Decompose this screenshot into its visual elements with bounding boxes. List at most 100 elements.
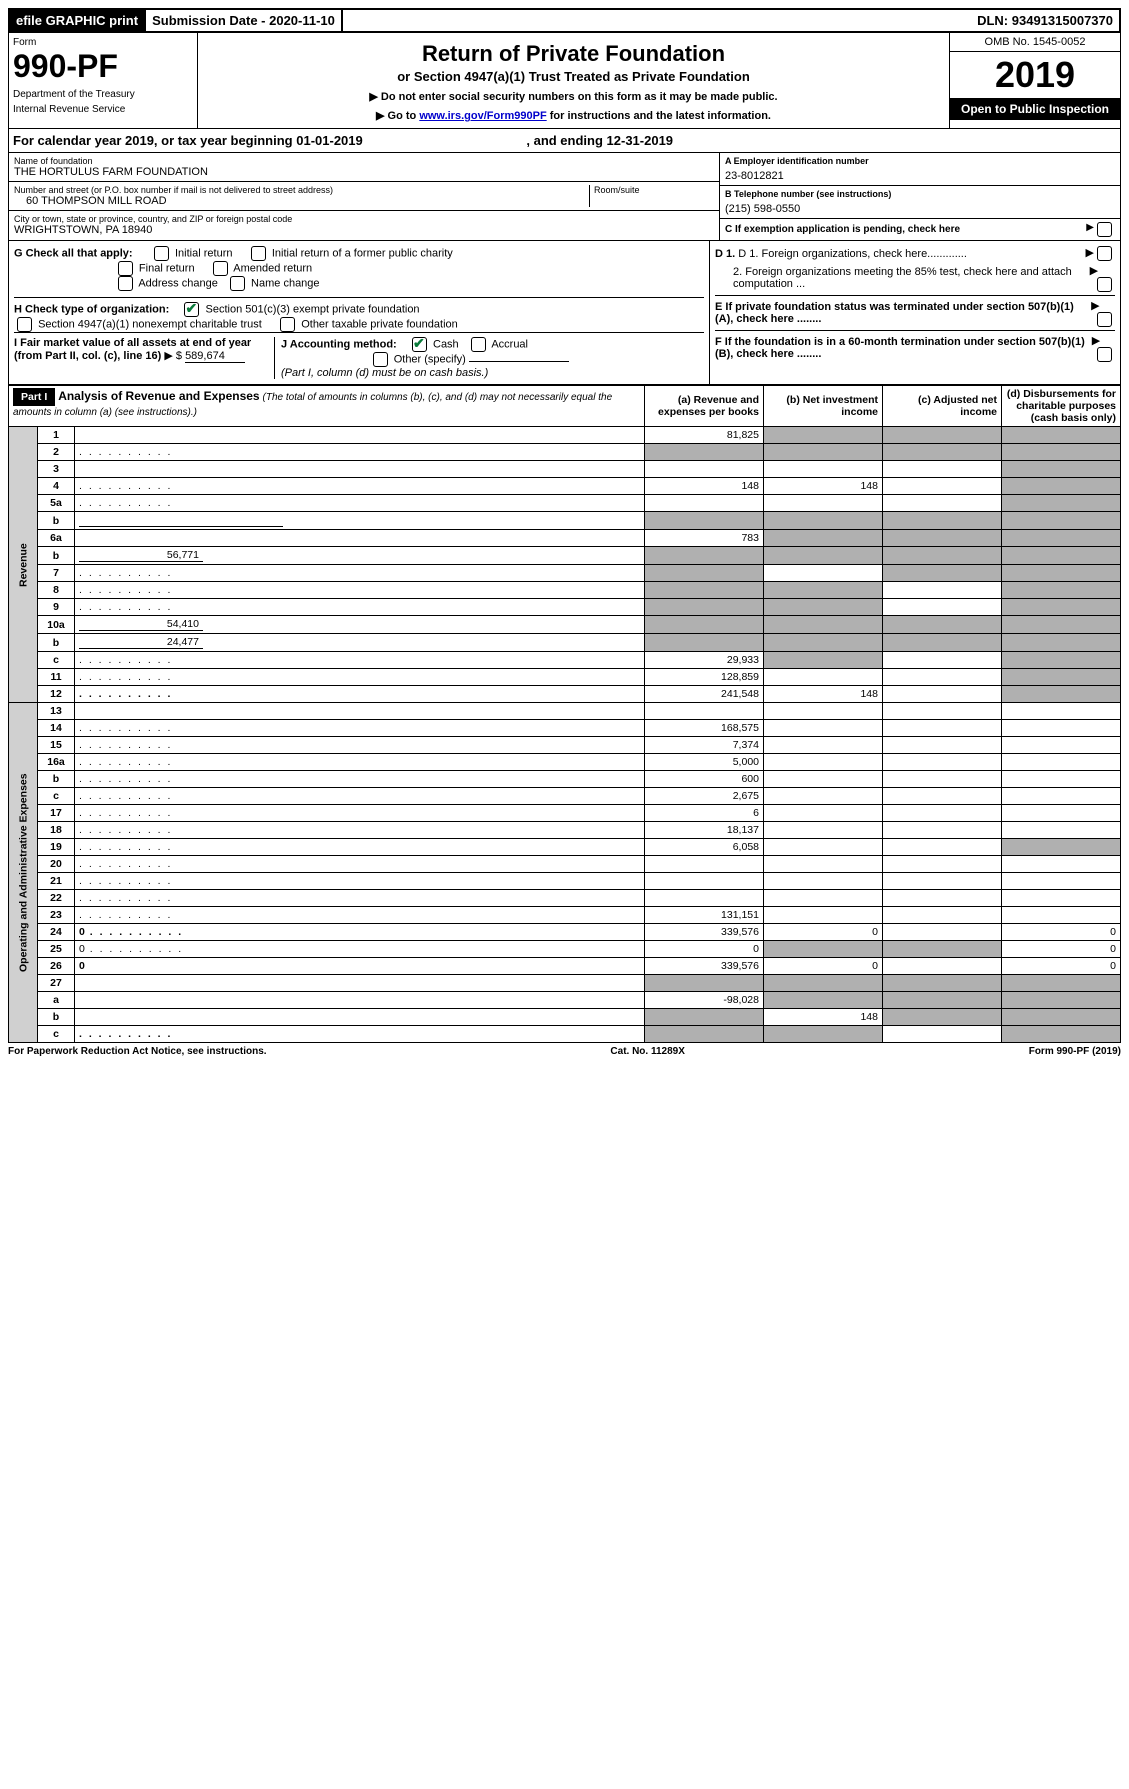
address-label: Number and street (or P.O. box number if…: [14, 185, 589, 195]
fmv-value: 589,674: [185, 350, 245, 363]
form-code-footer: Form 990-PF (2019): [1029, 1046, 1121, 1057]
amount-cell: [883, 565, 1002, 582]
line-number: 4: [38, 478, 75, 495]
line-description: [75, 754, 645, 771]
amount-cell: [764, 856, 883, 873]
amount-cell: 0: [1002, 924, 1121, 941]
amount-cell: [1002, 686, 1121, 703]
amount-cell: [1002, 1026, 1121, 1043]
line-number: b: [38, 1009, 75, 1026]
line-number: c: [38, 652, 75, 669]
amount-cell: [645, 565, 764, 582]
amount-cell: 241,548: [645, 686, 764, 703]
amount-cell: [1002, 754, 1121, 771]
amount-cell: [645, 599, 764, 616]
line-description: 0: [75, 958, 645, 975]
form-label: Form: [13, 37, 193, 48]
amount-cell: [764, 805, 883, 822]
form-number: 990-PF: [13, 48, 193, 85]
col-c-header: (c) Adjusted net income: [883, 386, 1002, 427]
checkbox-final-return[interactable]: [118, 261, 133, 276]
table-row: 9: [9, 599, 1121, 616]
table-row: b 24,477: [9, 634, 1121, 652]
goto-note: ▶ Go to www.irs.gov/Form990PF for instru…: [204, 109, 943, 122]
line-number: 12: [38, 686, 75, 703]
amount-cell: 168,575: [645, 720, 764, 737]
top-bar: efile GRAPHIC print Submission Date - 20…: [8, 8, 1121, 33]
amount-cell: 0: [764, 958, 883, 975]
amount-cell: [1002, 565, 1121, 582]
line-description: [75, 1009, 645, 1026]
line-description: [75, 495, 645, 512]
amount-cell: [764, 788, 883, 805]
line-number: 2: [38, 444, 75, 461]
dln: DLN: 93491315007370: [971, 10, 1119, 31]
line-description: [75, 822, 645, 839]
table-row: 27: [9, 975, 1121, 992]
line-description: [75, 839, 645, 856]
checkbox-address-change[interactable]: [118, 276, 133, 291]
line-number: 3: [38, 461, 75, 478]
amount-cell: 29,933: [645, 652, 764, 669]
amount-cell: [883, 530, 1002, 547]
city-value: WRIGHTSTOWN, PA 18940: [14, 224, 714, 236]
amount-cell: [1002, 975, 1121, 992]
table-row: Operating and Administrative Expenses13: [9, 703, 1121, 720]
amount-cell: 0: [764, 924, 883, 941]
name-label: Name of foundation: [14, 156, 714, 166]
part1-title: Analysis of Revenue and Expenses: [58, 389, 259, 403]
amount-cell: [1002, 427, 1121, 444]
part1-table: Part I Analysis of Revenue and Expenses …: [8, 385, 1121, 1043]
line-description: [75, 686, 645, 703]
amount-cell: [764, 495, 883, 512]
line-description: [75, 599, 645, 616]
checkbox-d2[interactable]: [1097, 277, 1112, 292]
line-number: c: [38, 788, 75, 805]
table-row: 2: [9, 444, 1121, 461]
line-c: C If exemption application is pending, c…: [725, 224, 960, 235]
line-description: [75, 444, 645, 461]
amount-cell: [1002, 873, 1121, 890]
checkbox-f[interactable]: [1097, 347, 1112, 362]
amount-cell: 18,137: [645, 822, 764, 839]
amount-cell: [764, 720, 883, 737]
checkbox-c[interactable]: [1097, 222, 1112, 237]
checkbox-4947a1[interactable]: [17, 317, 32, 332]
amount-cell: [1002, 907, 1121, 924]
checkbox-name-change[interactable]: [230, 276, 245, 291]
revenue-label: Revenue: [9, 427, 38, 703]
checkbox-e[interactable]: [1097, 312, 1112, 327]
checkbox-d1[interactable]: [1097, 246, 1112, 261]
part1-header: Part I: [13, 388, 55, 406]
table-row: c2,675: [9, 788, 1121, 805]
checkbox-initial-former[interactable]: [251, 246, 266, 261]
amount-cell: [764, 737, 883, 754]
checkbox-amended[interactable]: [213, 261, 228, 276]
checkbox-initial-return[interactable]: [154, 246, 169, 261]
line-description: [75, 478, 645, 495]
amount-cell: [764, 652, 883, 669]
j-note: (Part I, column (d) must be on cash basi…: [281, 367, 488, 379]
line-number: 20: [38, 856, 75, 873]
amount-cell: [645, 616, 764, 634]
checkbox-501c3[interactable]: [184, 302, 199, 317]
line-description: [75, 975, 645, 992]
col-d-header: (d) Disbursements for charitable purpose…: [1002, 386, 1121, 427]
checkbox-other-method[interactable]: [373, 352, 388, 367]
table-row: 4148148: [9, 478, 1121, 495]
line-description: [75, 737, 645, 754]
amount-cell: [764, 992, 883, 1009]
line-description: 24,477: [75, 634, 645, 652]
irs-link[interactable]: www.irs.gov/Form990PF: [419, 110, 546, 122]
checkbox-accrual[interactable]: [471, 337, 486, 352]
expenses-label: Operating and Administrative Expenses: [9, 703, 38, 1043]
amount-cell: [883, 616, 1002, 634]
amount-cell: [764, 444, 883, 461]
line-number: 15: [38, 737, 75, 754]
checkbox-cash[interactable]: [412, 337, 427, 352]
checkbox-other-taxable[interactable]: [280, 317, 295, 332]
line-d1: D 1. Foreign organizations, check here..…: [738, 248, 967, 260]
efile-label: efile GRAPHIC print: [10, 10, 146, 31]
amount-cell: [1002, 1009, 1121, 1026]
foundation-name: THE HORTULUS FARM FOUNDATION: [14, 166, 714, 178]
